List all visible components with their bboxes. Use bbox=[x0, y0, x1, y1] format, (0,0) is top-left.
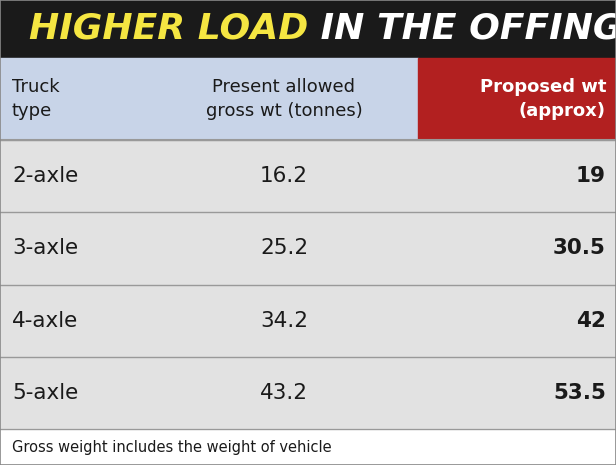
Text: 25.2: 25.2 bbox=[260, 239, 308, 259]
Text: Gross weight includes the weight of vehicle: Gross weight includes the weight of vehi… bbox=[12, 439, 331, 454]
Text: 53.5: 53.5 bbox=[553, 383, 606, 403]
Bar bbox=[0, 140, 616, 212]
Text: 4-axle: 4-axle bbox=[12, 311, 78, 331]
Text: 42: 42 bbox=[576, 311, 606, 331]
Bar bbox=[0, 357, 616, 429]
Text: 30.5: 30.5 bbox=[553, 239, 606, 259]
Bar bbox=[0, 285, 616, 357]
Text: IN THE OFFING: IN THE OFFING bbox=[308, 12, 616, 46]
Text: 3-axle: 3-axle bbox=[12, 239, 78, 259]
Bar bbox=[0, 429, 616, 465]
Bar bbox=[418, 58, 616, 140]
Text: 2-axle: 2-axle bbox=[12, 166, 78, 186]
Text: 34.2: 34.2 bbox=[260, 311, 308, 331]
Text: Truck
type: Truck type bbox=[12, 78, 60, 120]
Bar bbox=[0, 0, 616, 58]
Text: HIGHER LOAD: HIGHER LOAD bbox=[29, 12, 308, 46]
Bar bbox=[0, 212, 616, 285]
Text: 16.2: 16.2 bbox=[260, 166, 308, 186]
Text: Present allowed
gross wt (tonnes): Present allowed gross wt (tonnes) bbox=[206, 78, 362, 120]
Text: Proposed wt
(approx): Proposed wt (approx) bbox=[479, 78, 606, 120]
Text: 19: 19 bbox=[576, 166, 606, 186]
Text: 43.2: 43.2 bbox=[260, 383, 308, 403]
Text: 5-axle: 5-axle bbox=[12, 383, 78, 403]
Bar bbox=[0, 58, 418, 140]
